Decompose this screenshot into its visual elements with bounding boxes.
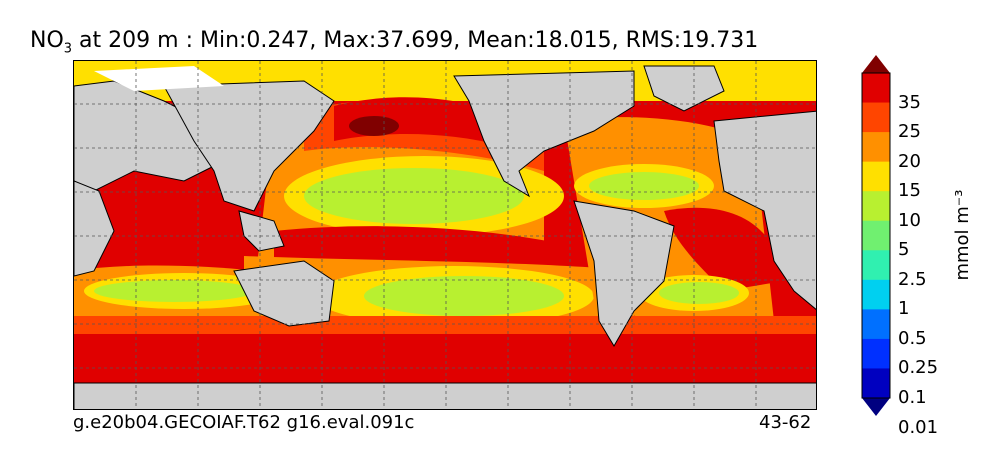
north-atlantic-gyre-green <box>589 172 699 200</box>
south-atlantic-gyre-green <box>659 282 739 304</box>
colorbar-segment <box>862 132 890 163</box>
land-se-asia <box>238 210 285 252</box>
indian-ocean-gyre-green <box>94 280 254 302</box>
land-north-america <box>453 70 635 198</box>
colorbar-segment <box>862 220 890 251</box>
colorbar-tick-label: 10 <box>898 209 921 231</box>
colorbar-tick-label: 0.25 <box>898 357 939 379</box>
southern-ocean-red <box>74 334 816 384</box>
colorbar-tick-label: 20 <box>898 150 921 172</box>
colorbar <box>861 55 891 416</box>
colorbar-segment <box>862 102 890 133</box>
colorbar-tick-label: 15 <box>898 180 921 202</box>
colorbar-tick-label: 35 <box>898 91 921 113</box>
colorbar-tick-label: 1 <box>898 298 910 320</box>
colorbar-units-label: mmol m⁻³ <box>952 189 973 281</box>
colorbar-tick-label: 0.01 <box>898 416 939 438</box>
land-south-america <box>573 200 675 347</box>
colorbar-segment <box>862 73 890 104</box>
land-antarctica <box>74 382 816 409</box>
colorbar-segment <box>862 279 890 310</box>
colorbar-segment <box>862 250 890 281</box>
colorbar-top-arrow <box>862 55 890 73</box>
colorbar-segment <box>862 368 890 399</box>
southern-ocean-orange <box>74 316 816 334</box>
colorbar-segment <box>862 309 890 340</box>
colorbar-segment <box>862 338 890 369</box>
colorbar-bottom-arrow <box>862 398 890 416</box>
colorbar-tick-label: 5 <box>898 239 910 261</box>
colorbar-tick-label: 0.1 <box>898 387 927 408</box>
colorbar-segment <box>862 161 890 192</box>
north-pacific-gyre-green <box>304 168 524 224</box>
ocean-field-map <box>74 61 816 409</box>
east-atlantic-red <box>664 207 784 291</box>
land-europe-africa <box>713 110 816 310</box>
land-asia <box>163 80 335 212</box>
arabian-sea-red <box>94 188 224 251</box>
colorbar-tick-label: 2.5 <box>898 268 927 290</box>
north-pacific-max <box>349 116 399 136</box>
footer-years: 43-62 <box>759 412 812 433</box>
colorbar-outline <box>861 72 891 399</box>
map-title: NO3 at 209 m : Min:0.247, Max:37.699, Me… <box>30 28 759 57</box>
land-australia <box>233 260 335 327</box>
sea-ice-arctic <box>94 66 224 91</box>
land-greenland <box>643 65 725 112</box>
colorbar-tick-label: 0.5 <box>898 327 927 349</box>
south-pacific-gyre-green <box>364 276 564 316</box>
map-panel <box>73 60 817 410</box>
colorbar-segment <box>862 191 890 222</box>
land-africa-east <box>74 180 115 277</box>
footer-case-name: g.e20b04.GECOIAF.T62 g16.eval.091c <box>73 412 415 433</box>
colorbar-tick-label: 25 <box>898 121 921 143</box>
